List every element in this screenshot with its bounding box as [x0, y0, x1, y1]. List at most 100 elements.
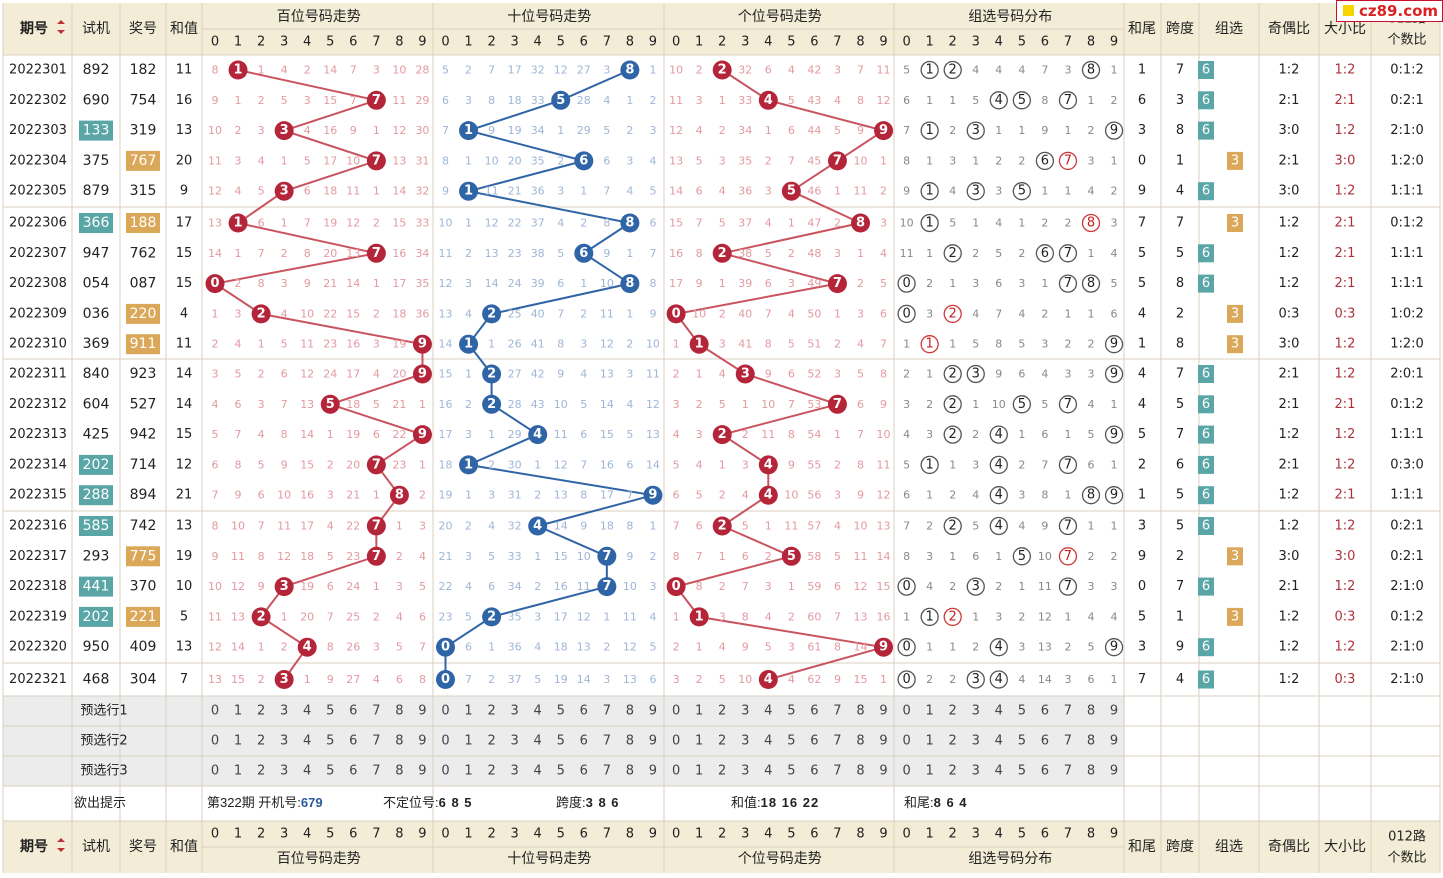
- big-small-ratio: 1:2: [1335, 123, 1356, 138]
- miss-count: 13: [646, 428, 660, 441]
- group-miss: 3: [972, 458, 979, 471]
- miss-count: 9: [626, 550, 633, 563]
- span-value: 4: [1176, 184, 1184, 199]
- ball-digit: 2: [257, 609, 266, 624]
- group-miss: 8: [903, 550, 910, 563]
- odd-even-ratio: 1:2: [1279, 488, 1300, 503]
- ball-h: [274, 121, 294, 141]
- preselect-digit: 9: [879, 734, 887, 749]
- miss-count: 4: [880, 247, 887, 260]
- group-type: 3: [1231, 337, 1239, 352]
- group-digit: 7: [1064, 93, 1072, 108]
- miss-count: 3: [235, 154, 242, 167]
- miss-count: 3: [626, 368, 633, 381]
- preselect-digit: 4: [764, 704, 772, 719]
- miss-count: 6: [327, 580, 334, 593]
- preselect-digit: 2: [487, 764, 495, 779]
- ball-digit: 7: [372, 93, 381, 108]
- miss-count: 9: [327, 673, 334, 686]
- header-digit: 6: [1041, 827, 1049, 842]
- group-miss: 13: [1038, 641, 1052, 654]
- miss-count: 15: [346, 307, 360, 320]
- group-miss: 3: [972, 277, 979, 290]
- ball-t: [620, 213, 640, 233]
- miss-count: 39: [531, 277, 545, 290]
- miss-count: 6: [673, 489, 680, 502]
- miss-count: 61: [807, 641, 821, 654]
- miss-count: 13: [392, 154, 406, 167]
- miss-count: 5: [304, 154, 311, 167]
- miss-count: 52: [807, 368, 821, 381]
- miss-count: 7: [696, 217, 703, 230]
- group-miss: 9: [1041, 124, 1048, 137]
- miss-count: 3: [258, 398, 265, 411]
- group-digit: 0: [902, 276, 910, 291]
- group-miss: 2: [1088, 124, 1095, 137]
- miss-count: 3: [603, 64, 610, 77]
- test-number: 425: [83, 427, 110, 443]
- miss-count: 35: [415, 277, 429, 290]
- miss-count: 3: [212, 368, 219, 381]
- miss-count: 1: [373, 580, 380, 593]
- miss-count: 29: [577, 124, 591, 137]
- miss-count: 24: [508, 277, 522, 290]
- miss-count: 12: [554, 458, 568, 471]
- miss-count: 10: [439, 217, 453, 230]
- preselect-digit: 8: [395, 704, 403, 719]
- group-ring: [989, 670, 1008, 689]
- miss-count: 8: [742, 610, 749, 623]
- miss-count: 2: [488, 458, 495, 471]
- miss-count: 16: [346, 338, 360, 351]
- group-miss: 1: [949, 94, 956, 107]
- ball-digit: 8: [625, 216, 634, 231]
- miss-count: 1: [281, 154, 288, 167]
- sum-tail: 3: [1138, 123, 1146, 138]
- route-ratio: 1:0:2: [1390, 306, 1424, 321]
- header-digit: 9: [649, 35, 657, 50]
- big-small-ratio: 1:2: [1335, 579, 1356, 594]
- group-miss: 2: [1111, 550, 1118, 563]
- miss-count: 3: [788, 641, 795, 654]
- ball-digit: 4: [764, 93, 773, 108]
- miss-count: 2: [765, 154, 772, 167]
- group-ring: [1012, 182, 1031, 201]
- ball-digit: 8: [625, 276, 634, 291]
- preselect-digit: 8: [1087, 734, 1095, 749]
- header-group: 组选: [1215, 21, 1243, 37]
- header-digit: 3: [741, 35, 749, 50]
- preselect-digit: 0: [672, 764, 680, 779]
- ball-t: [643, 485, 663, 505]
- header-digit: 9: [418, 827, 426, 842]
- ball-digit: 2: [718, 427, 727, 442]
- miss-count: 7: [880, 338, 887, 351]
- group-ring: [1058, 395, 1078, 414]
- ball-digit: 7: [372, 153, 381, 168]
- miss-count: 7: [603, 185, 610, 198]
- group-miss: 1: [972, 610, 979, 623]
- group-type: 6: [1202, 488, 1210, 503]
- group-ring: [1035, 244, 1055, 263]
- ball-digit: 2: [718, 63, 727, 78]
- miss-count: 23: [508, 247, 522, 260]
- hint-span-label: 跨度:: [556, 795, 586, 810]
- miss-count: 22: [439, 580, 453, 593]
- test-highlight: [79, 485, 113, 506]
- hint-span: 跨度:3 8 6: [556, 791, 620, 815]
- miss-count: 1: [212, 307, 219, 320]
- span-value: 5: [1176, 519, 1184, 534]
- miss-count: 7: [673, 520, 680, 533]
- header-digit: 8: [1087, 827, 1095, 842]
- ball-t: [436, 637, 455, 657]
- miss-count: 4: [465, 307, 472, 320]
- odd-even-ratio: 1:2: [1279, 63, 1300, 78]
- miss-count: 1: [673, 338, 680, 351]
- group-digit: 7: [1064, 397, 1072, 412]
- miss-count: 13: [623, 673, 637, 686]
- miss-count: 5: [488, 550, 495, 563]
- miss-count: 17: [508, 64, 522, 77]
- group-type: 6: [1202, 123, 1210, 138]
- span-value: 7: [1176, 427, 1184, 442]
- ball-digit: 0: [441, 640, 450, 655]
- miss-count: 8: [327, 641, 334, 654]
- odd-even-ratio: 1:2: [1279, 246, 1300, 261]
